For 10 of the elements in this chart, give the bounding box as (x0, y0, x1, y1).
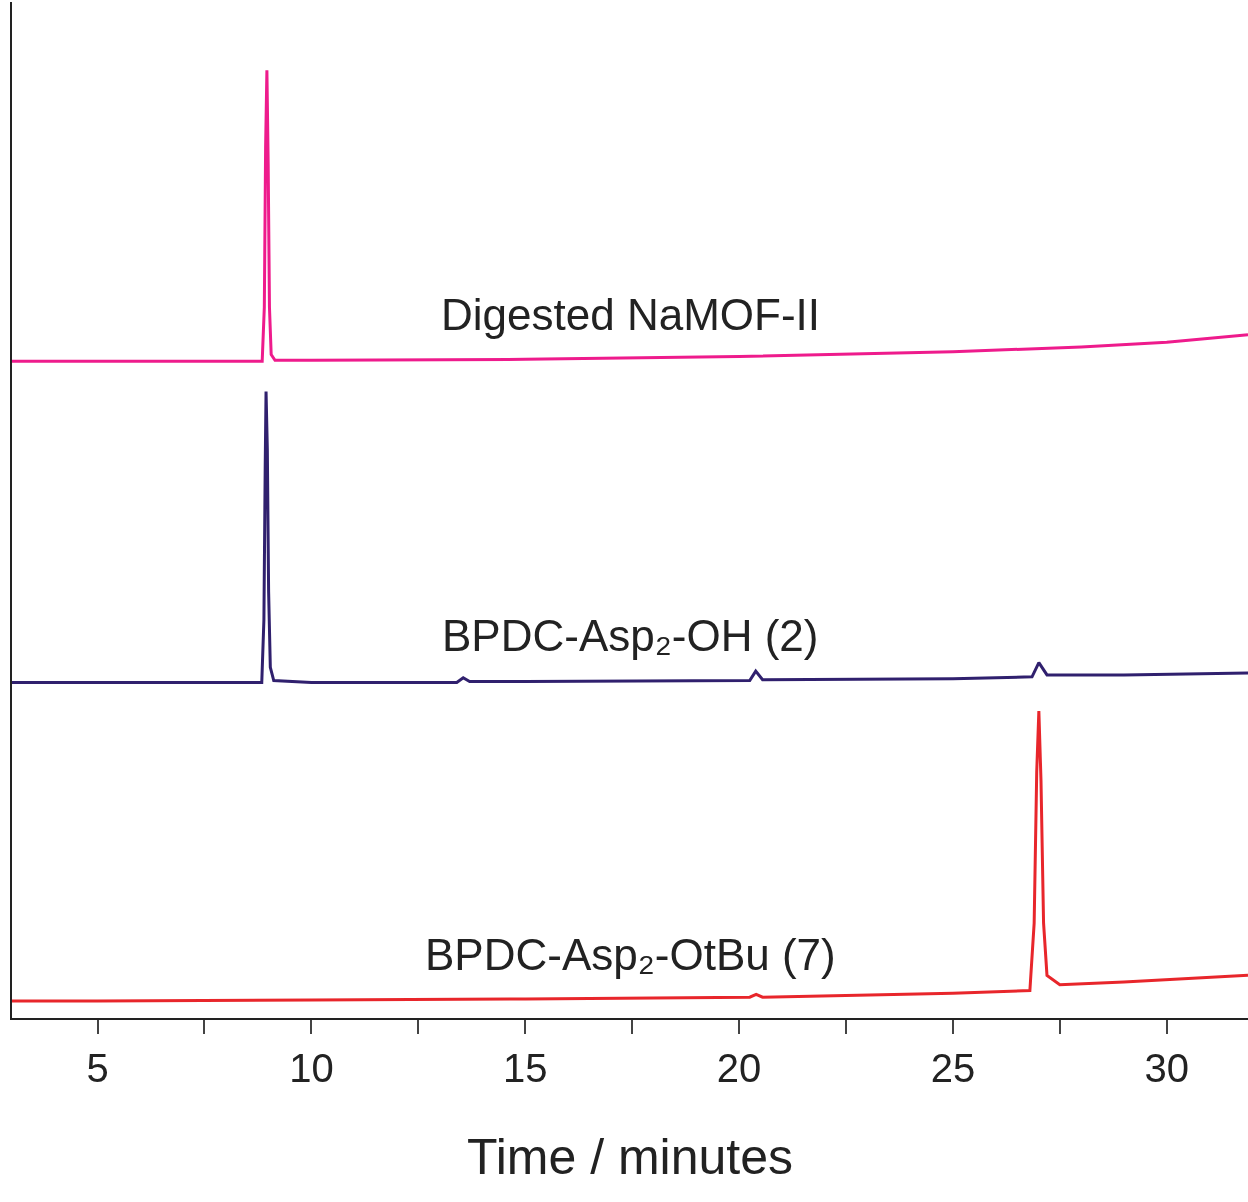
x-tick-label: 25 (930, 1046, 976, 1090)
series-label: Digested NaMOF-II (441, 290, 820, 339)
x-tick-label: 15 (502, 1046, 548, 1090)
x-tick-label: 20 (716, 1046, 762, 1090)
x-tick-label: 30 (1144, 1046, 1189, 1090)
series-label: BPDC-Asp₂-OtBu (7) (425, 930, 836, 979)
x-tick-label: 10 (289, 1046, 334, 1090)
x-axis-title: Time / minutes (466, 1129, 794, 1185)
series-label: BPDC-Asp₂-OH (2) (442, 611, 819, 660)
x-tick-label: 5 (86, 1046, 109, 1090)
